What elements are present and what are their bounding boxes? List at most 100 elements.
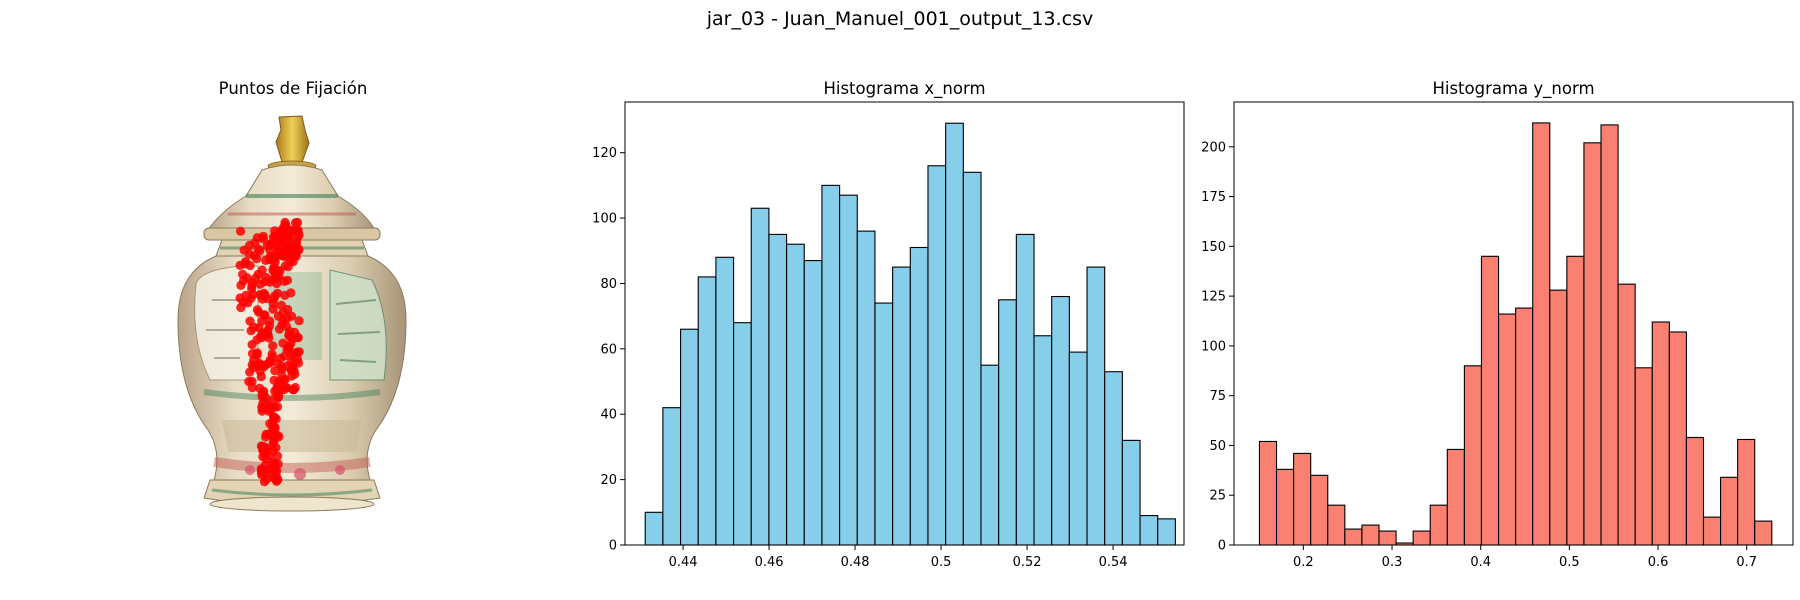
fixation-point bbox=[262, 443, 273, 453]
hy-bar-19 bbox=[1583, 142, 1602, 546]
hx-xtick-label-2: 0.48 bbox=[841, 555, 870, 570]
fixation-point bbox=[245, 367, 255, 377]
hx-bar-13 bbox=[874, 302, 894, 546]
fixation-point bbox=[245, 240, 255, 250]
fixation-point bbox=[274, 324, 285, 334]
hx-ytick-label-2: 40 bbox=[600, 408, 617, 423]
fixation-point bbox=[270, 366, 280, 376]
fixation-point bbox=[293, 332, 303, 342]
fixation-point bbox=[248, 289, 258, 300]
hx-bar-17 bbox=[945, 122, 964, 546]
hx-ytick-label-6: 120 bbox=[592, 146, 617, 161]
fixation-point bbox=[285, 256, 296, 266]
fixation-point bbox=[287, 242, 297, 252]
hx-bar-21 bbox=[1015, 233, 1035, 546]
hy-ytick-label-8: 200 bbox=[1201, 140, 1226, 155]
fixation-points bbox=[235, 217, 304, 487]
fixation-point bbox=[238, 297, 248, 307]
hx-bar-26 bbox=[1104, 371, 1123, 546]
hy-xtick-label-0: 0.2 bbox=[1293, 555, 1314, 570]
image-panel-title: Puntos de Fijación bbox=[219, 79, 368, 98]
fixation-point bbox=[252, 348, 262, 358]
hy-ytick-label-6: 150 bbox=[1201, 240, 1226, 255]
fixation-point bbox=[257, 265, 267, 275]
histogram-x-bars bbox=[644, 122, 1176, 546]
fixation-point bbox=[278, 338, 288, 348]
hx-ytick-label-1: 20 bbox=[600, 473, 617, 488]
hx-ytick-label-4: 80 bbox=[600, 277, 617, 292]
fixation-point bbox=[236, 280, 246, 290]
hx-ytick-label-0: 0 bbox=[609, 539, 617, 554]
hy-bar-4 bbox=[1327, 504, 1346, 546]
fixation-point bbox=[265, 277, 275, 287]
fixation-point bbox=[284, 330, 294, 340]
hy-ytick-label-5: 125 bbox=[1201, 290, 1226, 305]
hx-bar-18 bbox=[962, 171, 982, 546]
hy-bar-22 bbox=[1634, 367, 1653, 546]
fixation-point bbox=[282, 275, 293, 285]
hy-xtick-label-2: 0.4 bbox=[1470, 555, 1491, 570]
fixation-point bbox=[264, 406, 274, 416]
hy-xtick-label-3: 0.5 bbox=[1559, 555, 1580, 570]
hx-bar-28 bbox=[1139, 515, 1159, 546]
histogram-y-title: Histograma y_norm bbox=[1432, 79, 1594, 99]
hy-bar-3 bbox=[1310, 474, 1329, 546]
figure-title: jar_03 - Juan_Manuel_001_output_13.csv bbox=[706, 8, 1094, 30]
hy-bar-0 bbox=[1258, 440, 1278, 546]
fixation-point bbox=[277, 370, 287, 380]
hx-xtick-label-4: 0.52 bbox=[1013, 555, 1042, 570]
fixation-point bbox=[268, 458, 278, 468]
fixation-point bbox=[252, 335, 262, 345]
hy-bar-26 bbox=[1702, 516, 1722, 546]
hx-bar-25 bbox=[1086, 266, 1106, 546]
fixation-point bbox=[246, 326, 256, 336]
fixation-point bbox=[268, 341, 278, 351]
hy-bar-17 bbox=[1549, 289, 1568, 546]
hy-ytick-label-2: 50 bbox=[1209, 439, 1226, 454]
hx-bar-1 bbox=[662, 407, 682, 546]
fixation-point bbox=[247, 278, 257, 288]
hy-bar-5 bbox=[1344, 528, 1363, 546]
hy-bar-9 bbox=[1412, 530, 1431, 546]
hx-bar-7 bbox=[768, 233, 788, 546]
histogram-x-title: Histograma x_norm bbox=[823, 79, 985, 99]
fixation-point bbox=[272, 430, 283, 440]
hx-xtick-label-0: 0.44 bbox=[669, 555, 698, 570]
histogram-y-axes: 0.2 0.3 0.4 0.5 0.6 0.7 0 25 50 75 100 125 150 175 200 bbox=[1201, 101, 1794, 570]
fixation-point bbox=[274, 272, 284, 282]
hx-bar-20 bbox=[998, 299, 1017, 546]
hx-bar-0 bbox=[644, 511, 664, 546]
hx-bar-12 bbox=[856, 230, 876, 546]
fixation-point bbox=[273, 392, 284, 402]
histogram-y-bars bbox=[1258, 122, 1773, 546]
fixation-point bbox=[270, 291, 280, 301]
hx-xtick-label-5: 0.54 bbox=[1099, 555, 1128, 570]
hx-bar-11 bbox=[839, 194, 858, 546]
hy-bar-23 bbox=[1651, 321, 1670, 546]
histogram-y-norm: Histograma y_norm 0.2 0.3 0.4 0.5 0.6 0.7 0 25 5… bbox=[1201, 79, 1794, 570]
hy-bar-28 bbox=[1737, 438, 1756, 546]
hy-bar-18 bbox=[1566, 255, 1585, 546]
fixation-point bbox=[271, 252, 281, 262]
fixation-point bbox=[240, 259, 250, 269]
hx-bar-22 bbox=[1033, 335, 1053, 546]
fixation-point bbox=[259, 330, 269, 340]
hx-ytick-label-5: 100 bbox=[592, 212, 617, 227]
fixation-point bbox=[288, 385, 298, 395]
fixation-point bbox=[262, 241, 272, 251]
fixation-point bbox=[249, 251, 259, 261]
fixation-point bbox=[260, 396, 270, 407]
hx-bar-29 bbox=[1157, 518, 1176, 546]
fixation-point bbox=[277, 362, 287, 372]
hx-bar-15 bbox=[909, 246, 929, 546]
fixation-point bbox=[273, 311, 283, 321]
hx-bar-10 bbox=[821, 184, 841, 546]
hy-bar-21 bbox=[1617, 283, 1636, 546]
hy-bar-14 bbox=[1497, 313, 1517, 546]
fixation-point bbox=[286, 350, 297, 360]
hx-xtick-label-1: 0.46 bbox=[755, 555, 784, 570]
fixation-point bbox=[294, 316, 304, 326]
hx-bar-8 bbox=[786, 243, 805, 546]
hy-xtick-label-4: 0.6 bbox=[1648, 555, 1669, 570]
